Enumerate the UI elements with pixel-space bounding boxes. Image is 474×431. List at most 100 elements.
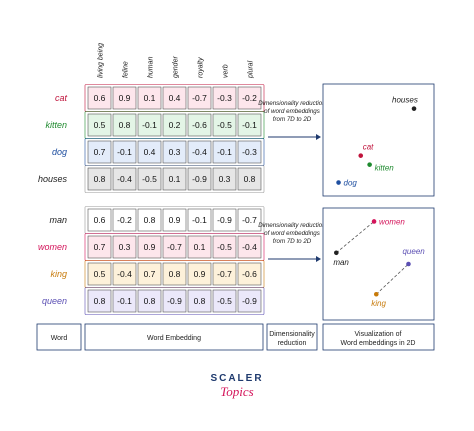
scaler-topics-logo: SCALER Topics — [210, 373, 263, 399]
embedding-value: 0.4 — [144, 147, 156, 157]
embedding-cell — [187, 208, 212, 232]
embedding-value: -0.1 — [242, 120, 257, 130]
embedding-value: -0.2 — [242, 93, 257, 103]
embedding-value: -0.5 — [142, 174, 157, 184]
embedding-value: 0.6 — [94, 93, 106, 103]
plot-point-label: cat — [363, 143, 374, 152]
footer-word: Word — [51, 335, 68, 342]
arrow-head — [316, 256, 321, 262]
embedding-cell — [112, 113, 137, 137]
embedding-cell — [162, 289, 187, 313]
embedding-value: -0.3 — [242, 147, 257, 157]
embedding-value: 0.7 — [94, 147, 106, 157]
embedding-value: -0.4 — [117, 269, 132, 279]
embedding-value: 0.8 — [169, 269, 181, 279]
embedding-value: 0.5 — [94, 269, 106, 279]
embedding-cell — [112, 208, 137, 232]
embedding-cell — [87, 167, 112, 191]
word-label: queen — [42, 296, 67, 306]
footer-reduction-line: reduction — [278, 340, 307, 347]
dimension-headers: living being feline human gender royalty verb… — [98, 43, 255, 79]
embedding-value: 0.3 — [119, 242, 131, 252]
embedding-value: 0.9 — [144, 242, 156, 252]
dimension-header: gender — [173, 56, 180, 78]
embedding-cell — [237, 86, 262, 110]
embedding-cell — [212, 86, 237, 110]
embedding-cell — [112, 167, 137, 191]
embedding-value: -0.7 — [242, 215, 257, 225]
embedding-cell — [237, 208, 262, 232]
embedding-value: -0.1 — [117, 296, 132, 306]
embedding-cell — [112, 86, 137, 110]
embedding-value: 0.8 — [94, 296, 106, 306]
embedding-value: -0.9 — [217, 215, 232, 225]
logo-top: SCALER — [210, 373, 263, 384]
embedding-cell — [212, 289, 237, 313]
embedding-cell — [137, 208, 162, 232]
embedding-cell — [212, 208, 237, 232]
embedding-value: -0.3 — [217, 93, 232, 103]
embedding-cell — [237, 235, 262, 259]
footer-labels: Word Word Embedding Dimensionality reductio… — [36, 323, 435, 351]
embedding-cell — [162, 113, 187, 137]
embedding-value: -0.4 — [192, 147, 207, 157]
embedding-cell — [237, 289, 262, 313]
embedding-cell — [162, 262, 187, 286]
embedding-cell — [237, 140, 262, 164]
word-label: women — [38, 242, 67, 252]
embedding-cell — [162, 167, 187, 191]
embedding-value: -0.6 — [242, 269, 257, 279]
reduction-note-line: from 7D to 2D — [273, 238, 312, 245]
embedding-value: -0.9 — [242, 296, 257, 306]
embedding-value: -0.4 — [117, 174, 132, 184]
embedding-value: -0.6 — [192, 120, 207, 130]
dimension-header: human — [148, 56, 155, 78]
plot-point — [406, 261, 411, 267]
embedding-cell — [87, 86, 112, 110]
plot-point — [373, 291, 379, 297]
row-frame — [84, 165, 265, 193]
embedding-value: 0.8 — [244, 174, 256, 184]
plot-frame — [322, 207, 435, 321]
embedding-cell — [137, 86, 162, 110]
embedding-value: 0.5 — [94, 120, 106, 130]
footer-frame-word — [36, 323, 82, 351]
embedding-value: -0.5 — [217, 296, 232, 306]
reduction-note-line: from 7D to 2D — [273, 116, 312, 123]
embedding-cell — [187, 262, 212, 286]
plot-point — [334, 250, 339, 256]
embedding-value: 0.9 — [194, 269, 206, 279]
plot-point — [336, 180, 341, 185]
embedding-cell — [212, 167, 237, 191]
embedding-value: 0.8 — [94, 174, 106, 184]
plot-point-label: women — [379, 217, 405, 226]
embedding-tables: cat 0.6 0.9 0.1 0.4 -0.7 -0.3 -0.2 kitten 0.5 0.8 -… — [38, 84, 265, 315]
embedding-value: -0.5 — [217, 242, 232, 252]
embedding-cell — [112, 140, 137, 164]
embedding-cell — [187, 235, 212, 259]
embedding-value: 0.1 — [194, 242, 206, 252]
embedding-value: 0.8 — [119, 120, 131, 130]
reduction-note-line: of word embeddings — [264, 230, 320, 237]
embedding-cell — [137, 262, 162, 286]
footer-frame-visualization — [322, 323, 435, 351]
embedding-cell — [87, 208, 112, 232]
embedding-cell — [237, 167, 262, 191]
embedding-value: -0.2 — [117, 215, 132, 225]
embedding-cell — [162, 86, 187, 110]
embedding-value: -0.4 — [242, 242, 257, 252]
embedding-value: 0.8 — [194, 296, 206, 306]
plot-point-label: kitten — [375, 164, 395, 173]
embedding-value: -0.1 — [192, 215, 207, 225]
embedding-value: -0.9 — [192, 174, 207, 184]
embedding-cell — [87, 235, 112, 259]
embedding-cell — [112, 235, 137, 259]
footer-visualization-line: Visualization of — [355, 331, 402, 338]
embedding-cell — [137, 289, 162, 313]
embedding-value: -0.9 — [167, 296, 182, 306]
footer-reduction-line: Dimensionality — [269, 331, 315, 338]
word-label: kitten — [45, 120, 67, 130]
embedding-value: 0.3 — [169, 147, 181, 157]
plot-point — [411, 106, 417, 111]
embedding-value: 0.6 — [94, 215, 106, 225]
